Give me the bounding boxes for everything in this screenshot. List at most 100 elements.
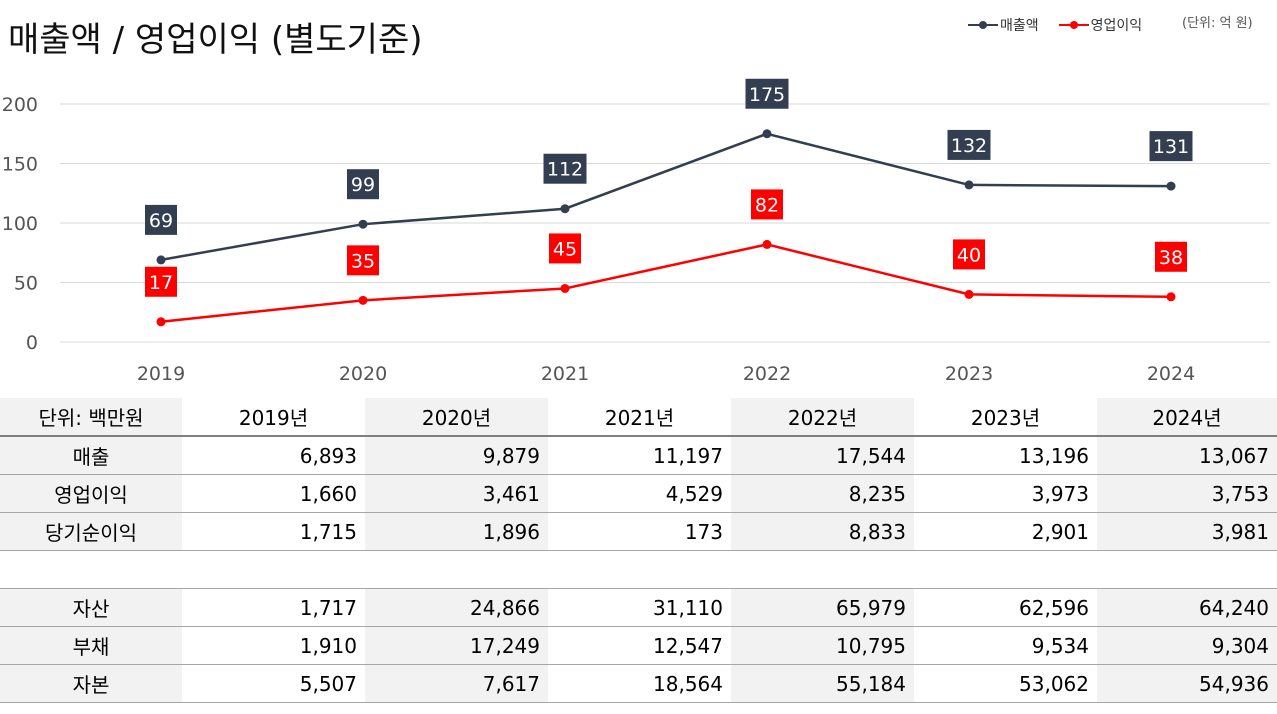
x-tick-label: 2024 (1147, 363, 1195, 385)
data-label-box (947, 129, 991, 160)
data-label: 99 (351, 174, 375, 196)
data-label-box (953, 239, 985, 270)
table-cell: 13,067 (1097, 436, 1277, 475)
table-cell: 64,240 (1097, 588, 1277, 627)
data-point (156, 255, 166, 265)
table-row: 매출 6,893 9,879 11,197 17,544 13,196 13,0… (0, 436, 1277, 475)
data-point (1166, 181, 1176, 191)
table-cell: 7,617 (365, 664, 548, 703)
data-label-box (1155, 241, 1187, 272)
legend: 매출액 영업이익 (968, 14, 1162, 36)
table-cell: 3,981 (1097, 512, 1277, 551)
year-header: 2024년 (1097, 398, 1277, 437)
legend-label-revenue: 매출액 (1000, 18, 1039, 34)
table-cell: 54,936 (1097, 664, 1277, 703)
table-cell: 9,879 (365, 436, 548, 475)
y-tick-label: 0 (26, 332, 38, 354)
data-point (560, 204, 570, 214)
table-row: 부채 1,910 17,249 12,547 10,795 9,534 9,30… (0, 626, 1277, 665)
data-label-box (145, 204, 177, 235)
y-tick-label: 100 (2, 213, 38, 235)
table-cell: 17,249 (365, 626, 548, 665)
table-cell: 1,717 (182, 588, 365, 627)
data-label: 175 (749, 84, 785, 106)
table-cell: 2,901 (914, 512, 1097, 551)
row-label: 매출 (0, 436, 182, 475)
data-point (358, 295, 368, 305)
series-line (160, 132, 1172, 262)
data-label-box (745, 78, 789, 109)
data-label: 82 (755, 194, 779, 216)
table-row: 자본 5,507 7,617 18,564 55,184 53,062 54,9… (0, 664, 1277, 703)
year-header: 2019년 (182, 398, 365, 437)
row-label: 당기순이익 (0, 512, 182, 551)
y-tick-label: 50 (14, 273, 38, 295)
table-spacer-row (0, 550, 1277, 589)
x-tick-label: 2019 (137, 363, 185, 385)
data-label: 17 (149, 272, 173, 294)
table-cell: 9,534 (914, 626, 1097, 665)
data-label: 35 (351, 250, 375, 272)
table-cell: 3,461 (365, 474, 548, 513)
table-cell: 65,979 (731, 588, 914, 627)
data-point (964, 180, 974, 190)
line-chart: 0 50 100 150 200 2019 2020 2021 2022 2023 2024 69 99… (2, 78, 1270, 385)
table-cell: 1,910 (182, 626, 365, 665)
table-cell: 173 (548, 512, 731, 551)
data-point (560, 283, 570, 293)
table-cell: 1,715 (182, 512, 365, 551)
legend-item-op-income: 영업이익 (1058, 15, 1142, 35)
row-label: 자산 (0, 588, 182, 627)
table-cell: 9,304 (1097, 626, 1277, 665)
table-cell: 10,795 (731, 626, 914, 665)
row-label: 영업이익 (0, 474, 182, 513)
year-header: 2023년 (914, 398, 1097, 437)
data-label-box (1149, 131, 1193, 162)
table-cell: 11,197 (548, 436, 731, 475)
legend-marker-op-income (1058, 19, 1089, 31)
data-point (964, 289, 974, 299)
table-cell: 62,596 (914, 588, 1097, 627)
row-label: 자본 (0, 664, 182, 703)
financial-table: 단위: 백만원 2019년 2020년 2021년 2022년 2023년 20… (0, 398, 1277, 703)
table-cell: 8,235 (731, 474, 914, 513)
table-cell: 6,893 (182, 436, 365, 475)
table-cell: 55,184 (731, 664, 914, 703)
table-cell: 4,529 (548, 474, 731, 513)
data-point (1166, 292, 1176, 302)
table-cell: 1,660 (182, 474, 365, 513)
data-label-box (751, 189, 783, 220)
data-point (762, 129, 772, 139)
year-header: 2022년 (731, 398, 914, 437)
data-label: 38 (1159, 247, 1183, 269)
data-point (358, 219, 368, 229)
y-tick-label: 200 (2, 94, 38, 116)
data-label-box (549, 233, 581, 264)
x-tick-label: 2022 (743, 363, 791, 385)
table-cell: 18,564 (548, 664, 731, 703)
x-tick-label: 2023 (945, 363, 993, 385)
data-label-box (347, 169, 379, 200)
x-tick-label: 2021 (541, 363, 589, 385)
table-cell: 8,833 (731, 512, 914, 551)
x-tick-label: 2020 (339, 363, 387, 385)
table-header-row: 단위: 백만원 2019년 2020년 2021년 2022년 2023년 20… (0, 398, 1277, 437)
data-label: 45 (553, 238, 577, 260)
year-header: 2021년 (548, 398, 731, 437)
unit-label-cell: 단위: 백만원 (0, 398, 182, 437)
table-cell: 17,544 (731, 436, 914, 475)
year-header: 2020년 (365, 398, 548, 437)
data-label: 112 (547, 159, 583, 181)
legend-item-revenue: 매출액 (968, 15, 1039, 35)
table-cell: 24,866 (365, 588, 548, 627)
unit-note: (단위: 억 원) (1182, 16, 1253, 31)
table-cell: 3,973 (914, 474, 1097, 513)
data-label: 69 (149, 210, 173, 232)
table-cell: 5,507 (182, 664, 365, 703)
data-label: 132 (951, 135, 987, 157)
table-cell: 13,196 (914, 436, 1097, 475)
table-cell: 31,110 (548, 588, 731, 627)
table-cell: 1,896 (365, 512, 548, 551)
legend-marker-revenue (968, 19, 998, 31)
data-point (156, 317, 166, 327)
